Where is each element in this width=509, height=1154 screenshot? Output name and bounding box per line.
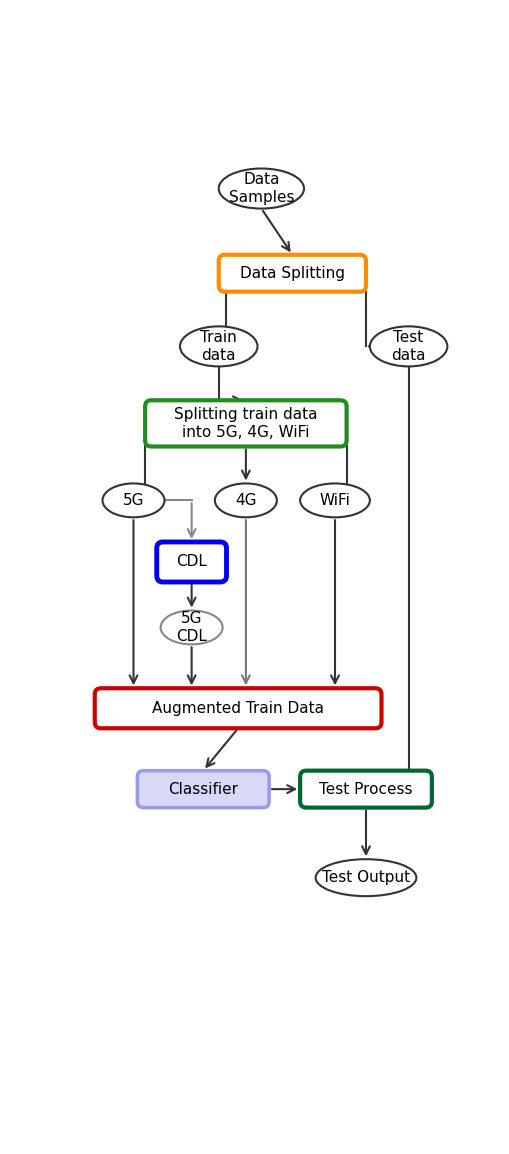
FancyBboxPatch shape xyxy=(137,771,269,808)
Text: Test Output: Test Output xyxy=(321,870,409,885)
Ellipse shape xyxy=(180,327,257,367)
FancyBboxPatch shape xyxy=(145,400,346,447)
Text: Augmented Train Data: Augmented Train Data xyxy=(152,700,324,715)
Text: 5G: 5G xyxy=(123,493,144,508)
Text: CDL: CDL xyxy=(176,554,207,569)
Ellipse shape xyxy=(369,327,446,367)
Text: Classifier: Classifier xyxy=(168,781,238,796)
Text: Train
data: Train data xyxy=(200,330,237,362)
Ellipse shape xyxy=(218,168,303,209)
FancyBboxPatch shape xyxy=(156,542,226,582)
Text: Splitting train data
into 5G, 4G, WiFi: Splitting train data into 5G, 4G, WiFi xyxy=(174,407,317,440)
FancyBboxPatch shape xyxy=(95,688,381,728)
Ellipse shape xyxy=(299,484,369,517)
Ellipse shape xyxy=(315,860,415,897)
Text: Data
Samples: Data Samples xyxy=(228,172,294,204)
Ellipse shape xyxy=(160,610,222,644)
Text: 5G
CDL: 5G CDL xyxy=(176,612,207,644)
Text: Data Splitting: Data Splitting xyxy=(239,265,344,280)
Text: 4G: 4G xyxy=(235,493,256,508)
Ellipse shape xyxy=(102,484,164,517)
Text: Test Process: Test Process xyxy=(319,781,412,796)
Text: Test
data: Test data xyxy=(390,330,425,362)
Ellipse shape xyxy=(214,484,276,517)
FancyBboxPatch shape xyxy=(218,255,365,292)
FancyBboxPatch shape xyxy=(299,771,431,808)
Text: WiFi: WiFi xyxy=(319,493,350,508)
